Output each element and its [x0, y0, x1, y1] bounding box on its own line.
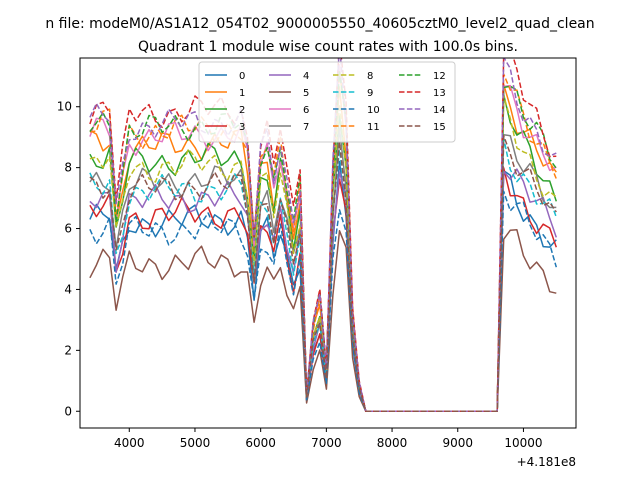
plot-area [79, 57, 577, 429]
y-tick-label-1: 2 [64, 343, 72, 357]
x-tick-label-4: 8000 [377, 436, 408, 450]
x-tick-label-0: 4000 [114, 436, 145, 450]
legend-label-13: 13 [433, 88, 446, 99]
legend-label-11: 11 [367, 122, 380, 133]
legend-label-12: 12 [433, 71, 446, 82]
x-tick-label-5: 9000 [442, 436, 473, 450]
y-tick-label-4: 8 [64, 161, 72, 175]
x-tick-label-1: 5000 [180, 436, 211, 450]
y-axis: 0 2 4 6 8 10 [57, 100, 80, 418]
suptitle: n file: modeM0/AS1A12_054T02_9000005550_… [45, 16, 594, 32]
y-tick-label-3: 6 [64, 222, 72, 236]
legend-label-0: 0 [239, 71, 245, 82]
legend-label-10: 10 [367, 105, 380, 116]
legend-label-3: 3 [239, 122, 245, 133]
x-tick-label-3: 7000 [311, 436, 342, 450]
x-offset-label: +4.181e8 [517, 455, 576, 469]
legend-label-6: 6 [303, 105, 309, 116]
legend-label-2: 2 [239, 105, 245, 116]
series-layer [89, 58, 558, 413]
x-axis: 4000 5000 6000 7000 8000 9000 10000 [114, 428, 543, 450]
legend-label-5: 5 [303, 88, 309, 99]
legend-label-15: 15 [433, 122, 446, 133]
series-line-15 [89, 134, 557, 413]
legend-label-7: 7 [303, 122, 309, 133]
x-tick-label-6: 10000 [504, 436, 542, 450]
axes-frame [79, 57, 577, 429]
legend-label-14: 14 [433, 105, 446, 116]
legend-label-9: 9 [367, 88, 373, 99]
legend-label-4: 4 [303, 71, 309, 82]
series-line-12 [89, 71, 557, 413]
chart-title: Quadrant 1 module wise count rates with … [138, 39, 518, 55]
legend-box [198, 61, 456, 143]
legend-label-8: 8 [367, 71, 373, 82]
y-tick-label-0: 0 [64, 404, 72, 418]
legend-label-1: 1 [239, 88, 245, 99]
x-tick-label-2: 6000 [245, 436, 276, 450]
y-tick-label-2: 4 [64, 282, 72, 296]
y-tick-label-5: 10 [57, 100, 72, 114]
